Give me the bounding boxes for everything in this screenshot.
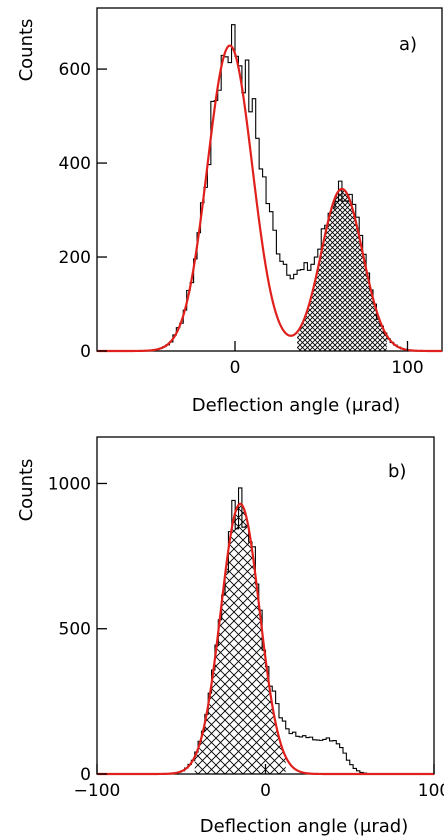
axis-ticks: 0 100 0 200 400 600: [59, 60, 424, 378]
x-axis-label: Deflection angle (μrad): [192, 395, 400, 416]
gaussian-fit-curve: [97, 502, 434, 776]
x-tick-label: −100: [74, 781, 121, 801]
x-axis-label: Deflection angle (μrad): [200, 816, 408, 837]
panel-b: −100010005001000 b) Counts Deflection an…: [16, 436, 444, 837]
x-tick-label: 100: [391, 358, 423, 378]
y-tick-label: 600: [59, 60, 91, 80]
gaussian-fit-curve: [97, 44, 442, 353]
panel-a: 0 100 0 200 400 600 a) Counts Deflection angl…: [16, 7, 443, 416]
hatched-peak-region: [194, 503, 286, 774]
hatched-area-0: [194, 503, 286, 774]
y-axis-label: Counts: [16, 459, 37, 522]
x-tick-label: 0: [260, 781, 271, 801]
y-tick-label: 200: [59, 248, 91, 268]
y-tick-label: 400: [59, 154, 91, 174]
axis-ticks: −100010005001000: [48, 474, 444, 801]
y-tick-label: 1000: [48, 474, 91, 494]
panel-label: a): [399, 34, 417, 55]
x-tick-label: 100: [418, 781, 444, 801]
panel-label: b): [388, 461, 406, 482]
hatched-area-1: [297, 188, 387, 351]
y-tick-label: 0: [80, 342, 91, 362]
y-axis-label: Counts: [16, 19, 37, 82]
y-tick-label: 0: [80, 765, 91, 785]
y-tick-label: 500: [59, 620, 91, 640]
plot-frame: [96, 7, 443, 352]
histogram-outline: [97, 24, 442, 352]
hatched-peak-region: [297, 188, 387, 351]
x-tick-label: 0: [230, 358, 241, 378]
